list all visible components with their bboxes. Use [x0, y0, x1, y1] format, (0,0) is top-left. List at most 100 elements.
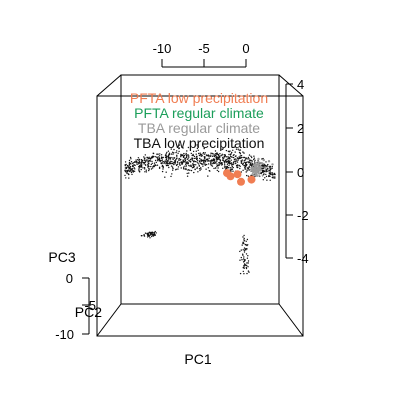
tba-low-point	[193, 164, 195, 166]
tba-low-point	[199, 157, 201, 160]
tba-low-point	[244, 168, 246, 170]
tba-low-point	[177, 166, 180, 168]
tba-low-point	[143, 159, 145, 162]
box-edge	[96, 74, 122, 97]
tba-low-point	[152, 152, 154, 154]
tba-low-point	[269, 165, 272, 168]
tba-low-point	[164, 160, 166, 162]
tba-low-point	[130, 171, 133, 174]
tba-low-point	[180, 161, 183, 163]
tba-low-point	[193, 171, 195, 174]
tba-regular-point	[257, 164, 260, 167]
tba-low-point	[263, 170, 266, 173]
tba-low-point	[218, 164, 220, 166]
tba-low-point	[168, 159, 170, 161]
tba-low-point	[153, 162, 156, 164]
tba-low-point	[168, 166, 170, 169]
tba-low-point	[250, 164, 252, 166]
box-edge	[278, 74, 304, 97]
tba-regular-point	[258, 173, 260, 175]
tba-low-point	[247, 266, 249, 268]
tba-low-point	[161, 165, 163, 167]
tba-low-point	[210, 154, 212, 156]
tba-low-point	[235, 159, 237, 161]
tba-low-point	[158, 159, 161, 162]
tba-low-point	[271, 167, 273, 170]
tba-low-point	[270, 168, 272, 170]
tba-low-point	[222, 148, 224, 150]
tba-low-point	[238, 149, 240, 151]
tba-low-point	[195, 157, 197, 159]
tba-low-point	[183, 152, 185, 155]
top-tick-label: 0	[242, 41, 249, 56]
tba-low-point	[183, 168, 185, 170]
tba-low-point	[128, 165, 130, 167]
tba-low-point	[241, 259, 243, 261]
tba-low-point	[219, 160, 221, 162]
tba-regular-point	[260, 169, 262, 172]
tba-low-point	[266, 170, 268, 173]
tba-low-point	[157, 153, 159, 155]
tba-low-point	[184, 157, 186, 160]
tba-regular-point	[258, 174, 261, 177]
tba-low-point	[216, 153, 219, 155]
tba-low-point	[247, 175, 250, 177]
tba-low-point	[247, 270, 250, 272]
tba-low-point	[197, 145, 199, 148]
tba-low-point	[219, 153, 221, 155]
tba-low-point	[247, 167, 249, 169]
tba-low-point	[186, 175, 189, 177]
tba-low-point	[158, 155, 161, 157]
tba-low-point	[231, 168, 234, 170]
tba-low-point	[243, 247, 246, 249]
tba-low-point	[129, 156, 132, 159]
tba-low-point	[237, 148, 239, 150]
tba-low-point	[226, 163, 229, 165]
tba-low-point	[249, 163, 251, 166]
tba-low-point	[138, 168, 140, 170]
tba-low-point	[162, 168, 164, 170]
tba-low-point	[202, 160, 205, 162]
tba-low-point	[265, 168, 267, 170]
tba-regular-point	[252, 170, 255, 173]
tba-low-point	[247, 255, 249, 257]
tba-low-point	[196, 167, 198, 170]
tba-low-point	[141, 160, 143, 163]
tba-low-point	[248, 271, 250, 273]
tba-low-point	[239, 155, 241, 157]
tba-low-point	[176, 155, 178, 157]
x-axis-title: PC1	[184, 351, 211, 367]
tba-low-point	[207, 163, 210, 165]
tba-regular-point	[251, 167, 253, 170]
tba-low-point	[248, 161, 250, 164]
tba-low-point	[179, 163, 181, 165]
tba-low-point	[154, 159, 157, 162]
tba-low-point	[136, 163, 138, 166]
tba-low-point	[127, 173, 130, 175]
tba-low-point	[152, 167, 154, 169]
tba-low-point	[155, 232, 157, 234]
tba-low-point	[164, 161, 166, 163]
tba-low-point	[246, 257, 249, 259]
tba-low-point	[190, 165, 193, 167]
tba-low-point	[214, 153, 216, 155]
tba-low-point	[141, 235, 143, 237]
tba-low-point	[222, 159, 224, 161]
tba-low-point	[164, 154, 167, 156]
tba-low-point	[243, 237, 245, 240]
tba-low-point	[246, 238, 249, 241]
tba-low-point	[125, 166, 128, 169]
tba-low-point	[237, 157, 239, 160]
tba-low-point	[151, 234, 154, 236]
tba-low-point	[184, 165, 186, 167]
tba-low-point	[149, 234, 151, 236]
tba-low-point	[201, 155, 203, 157]
tba-low-point	[263, 173, 265, 175]
tba-regular-point	[256, 173, 258, 176]
tba-low-point	[198, 152, 200, 155]
tba-low-point	[187, 154, 189, 156]
tba-low-point	[169, 158, 172, 160]
tba-low-point	[167, 160, 169, 162]
tba-low-point	[193, 155, 196, 158]
